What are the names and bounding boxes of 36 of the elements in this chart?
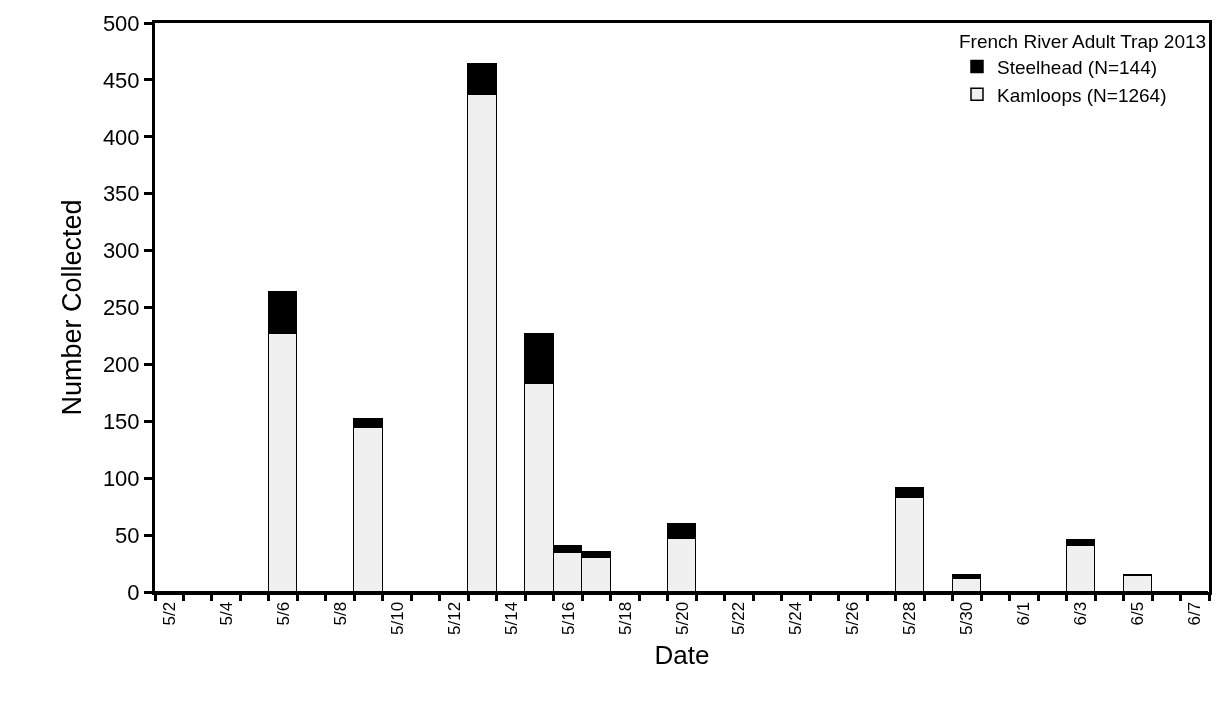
y-axis-title: Number Collected (56, 199, 87, 416)
x-tick-label: 6/3 (1071, 601, 1091, 626)
y-tick-label: 150 (102, 409, 140, 434)
legend-label: Kamloops (N=1264) (997, 84, 1167, 106)
y-tick-label: 50 (115, 522, 140, 548)
legend-label: Steelhead (N=144) (997, 56, 1158, 78)
y-tick-label: 200 (102, 352, 140, 378)
x-tick-label: 5/4 (216, 601, 236, 626)
x-tick-label: 6/5 (1128, 601, 1148, 626)
y-tick-label: 0 (127, 579, 140, 605)
x-tick-label: 5/2 (159, 601, 179, 626)
y-tick-label: 100 (102, 465, 140, 491)
x-tick-label: 6/7 (1185, 601, 1205, 626)
x-tick-label: 5/30 (957, 601, 977, 635)
y-tick-label: 500 (102, 10, 140, 36)
x-tick-label: 5/8 (330, 601, 350, 626)
y-tick-label: 400 (102, 124, 140, 150)
x-tick-label: 6/1 (1014, 601, 1034, 626)
x-tick-label: 5/26 (843, 601, 863, 635)
x-axis-title: Date (654, 639, 710, 670)
y-tick-label: 300 (102, 238, 140, 264)
x-tick-label: 5/6 (273, 601, 293, 626)
y-tick-label: 350 (102, 181, 140, 207)
x-tick-label: 5/20 (672, 601, 692, 635)
x-tick-label: 5/16 (558, 601, 578, 635)
legend-title: French River Adult Trap 2013 (959, 30, 1207, 52)
bar (1122, 574, 1152, 592)
x-tick-label: 5/12 (444, 601, 464, 635)
x-tick-label: 5/24 (786, 601, 806, 635)
x-tick-label: 5/18 (615, 601, 635, 635)
y-tick-label: 250 (102, 295, 140, 321)
x-tick-label: 5/28 (900, 601, 920, 635)
y-tick-label: 450 (102, 67, 140, 93)
x-tick-label: 5/14 (501, 601, 521, 635)
x-tick-label: 5/10 (387, 601, 407, 635)
x-tick-label: 5/22 (729, 601, 749, 635)
